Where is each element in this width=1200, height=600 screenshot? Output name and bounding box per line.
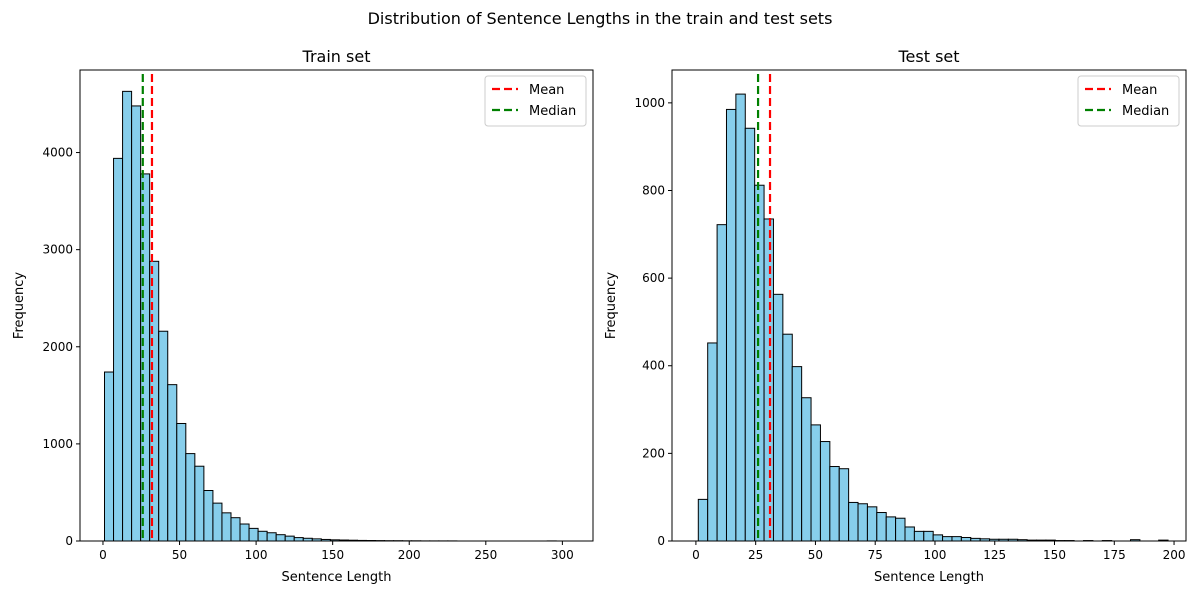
x-tick-label: 150 [321,548,344,562]
histogram-bar [951,536,962,542]
histogram-bar [203,490,214,542]
histogram-bar [885,516,897,542]
histogram-bar [923,530,934,542]
x-tick-label: 125 [983,548,1006,562]
histogram-bar [239,523,250,542]
legend-label: Median [1122,104,1169,119]
x-tick-label: 25 [748,548,763,562]
histogram-bar [791,366,803,542]
histogram-bar [122,90,133,542]
histogram-bar [167,384,178,542]
x-axis-label: Sentence Length [874,570,984,585]
histogram-bar [932,534,944,542]
y-tick-label: 1000 [634,96,665,110]
y-tick-label: 4000 [42,146,73,160]
histogram-bar [131,105,142,542]
histogram-bar [158,330,169,542]
histogram-bar [819,441,831,542]
histogram-bar [735,93,746,542]
legend-label: Median [529,104,576,119]
histogram-bar [810,424,821,542]
histogram-bar [857,503,868,542]
x-tick-label: 200 [398,548,421,562]
histogram-bar [754,184,765,542]
histogram-bar [257,530,268,542]
x-tick-label: 300 [551,548,574,562]
y-tick-label: 0 [65,534,73,548]
histogram-bar [212,502,223,542]
x-tick-label: 175 [1103,548,1126,562]
legend-label: Mean [1122,83,1157,98]
histogram-bar [913,530,925,542]
histogram-bar [266,532,277,542]
plot-frame [671,69,1187,542]
x-axis-label: Sentence Length [282,570,392,585]
y-tick-label: 800 [642,183,665,197]
y-tick-label: 3000 [42,243,73,257]
legend-label: Mean [529,83,564,98]
histogram-bar [763,218,774,542]
x-tick-label: 50 [172,548,187,562]
histogram-bar [697,498,709,542]
y-tick-label: 400 [642,359,665,373]
histogram-bar [829,466,840,542]
x-tick-label: 75 [868,548,883,562]
histogram-bar [104,371,115,542]
y-axis-label: Frequency [12,272,27,339]
histogram-bar [904,526,915,542]
histogram-bar [284,535,295,542]
x-tick-label: 100 [245,548,268,562]
x-tick-label: 250 [474,548,497,562]
histogram-bar [744,127,756,542]
histogram-bar [221,512,232,542]
figure-title: Distribution of Sentence Lengths in the … [367,9,833,28]
histogram-bar [866,506,878,542]
histogram-bar [782,333,793,542]
y-tick-label: 600 [642,271,665,285]
panel-title: Train set [302,47,371,66]
y-tick-label: 2000 [42,340,73,354]
x-tick-label: 0 [692,548,700,562]
histogram-bar [113,157,124,542]
y-tick-label: 200 [642,446,665,460]
x-tick-label: 150 [1043,548,1066,562]
histogram-bar [838,468,850,542]
y-axis-label: Frequency [604,272,619,339]
plot-frame [79,69,594,542]
histogram-bar [960,536,972,542]
histogram-bar [942,536,953,542]
x-tick-label: 0 [99,548,107,562]
histogram-bar [176,422,187,542]
histogram-bar [707,342,718,542]
histogram-bar [248,527,259,542]
x-tick-label: 100 [924,548,947,562]
histogram-bar [716,224,727,542]
chart-panel-2: 0 25 50 75 100 125 150 175 200 0 200 400 600 800 1000 T… [604,47,1187,585]
histogram-bar [895,517,906,542]
y-tick-label: 0 [657,534,665,548]
histogram-bar [275,534,286,542]
panel-title: Test set [897,47,959,66]
histogram-bar [230,517,241,542]
x-tick-label: 50 [808,548,823,562]
histogram-bar [185,453,196,542]
histogram-bar [876,512,887,542]
histogram-bar [194,465,205,542]
x-tick-label: 200 [1163,548,1186,562]
histogram-bar [801,397,812,542]
histogram-bar [725,108,737,542]
chart-panel-1: 0 50 100 150 200 250 30001000200030004000Train… [12,47,594,585]
y-tick-label: 1000 [42,437,73,451]
histogram-bar [848,501,859,542]
histogram-bar [772,293,784,542]
histogram-bar [293,537,304,542]
